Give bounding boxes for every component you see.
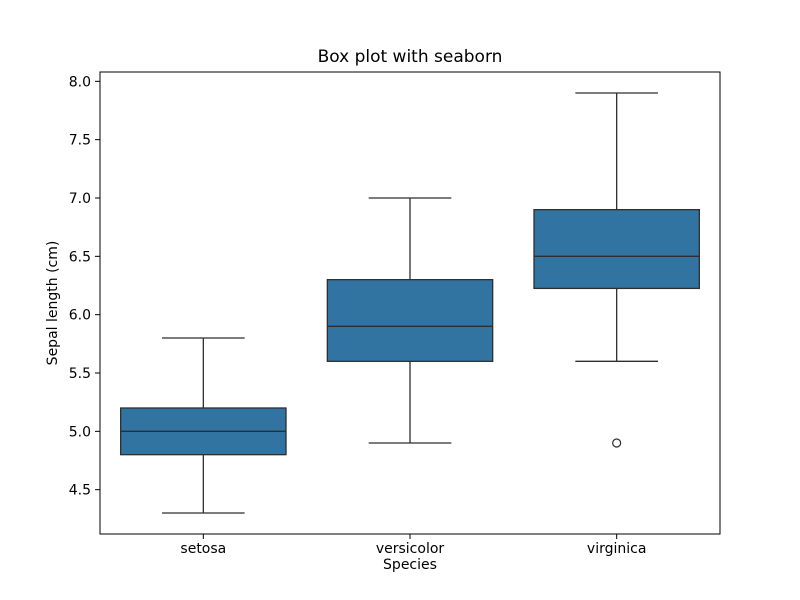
- y-tick-label: 6.5: [69, 249, 91, 265]
- y-tick-label: 4.5: [69, 483, 91, 499]
- box-versicolor: [326, 279, 494, 362]
- box-virginica: [533, 209, 700, 290]
- x-axis-label: Species: [383, 557, 437, 573]
- y-tick-label: 5.5: [69, 366, 91, 382]
- x-tick-label: setosa: [180, 541, 226, 557]
- y-tick-label: 8.0: [69, 74, 91, 90]
- y-tick-label: 6.0: [69, 308, 91, 324]
- y-axis-label: Sepal length (cm): [45, 241, 61, 366]
- y-tick-label: 7.0: [69, 191, 91, 207]
- x-tick-label: versicolor: [376, 541, 445, 557]
- chart-title: Box plot with seaborn: [318, 47, 503, 67]
- y-tick-label: 7.5: [69, 133, 91, 149]
- x-tick-label: virginica: [587, 541, 647, 557]
- outlier-point: [612, 438, 622, 448]
- y-tick-label: 5.0: [69, 424, 91, 440]
